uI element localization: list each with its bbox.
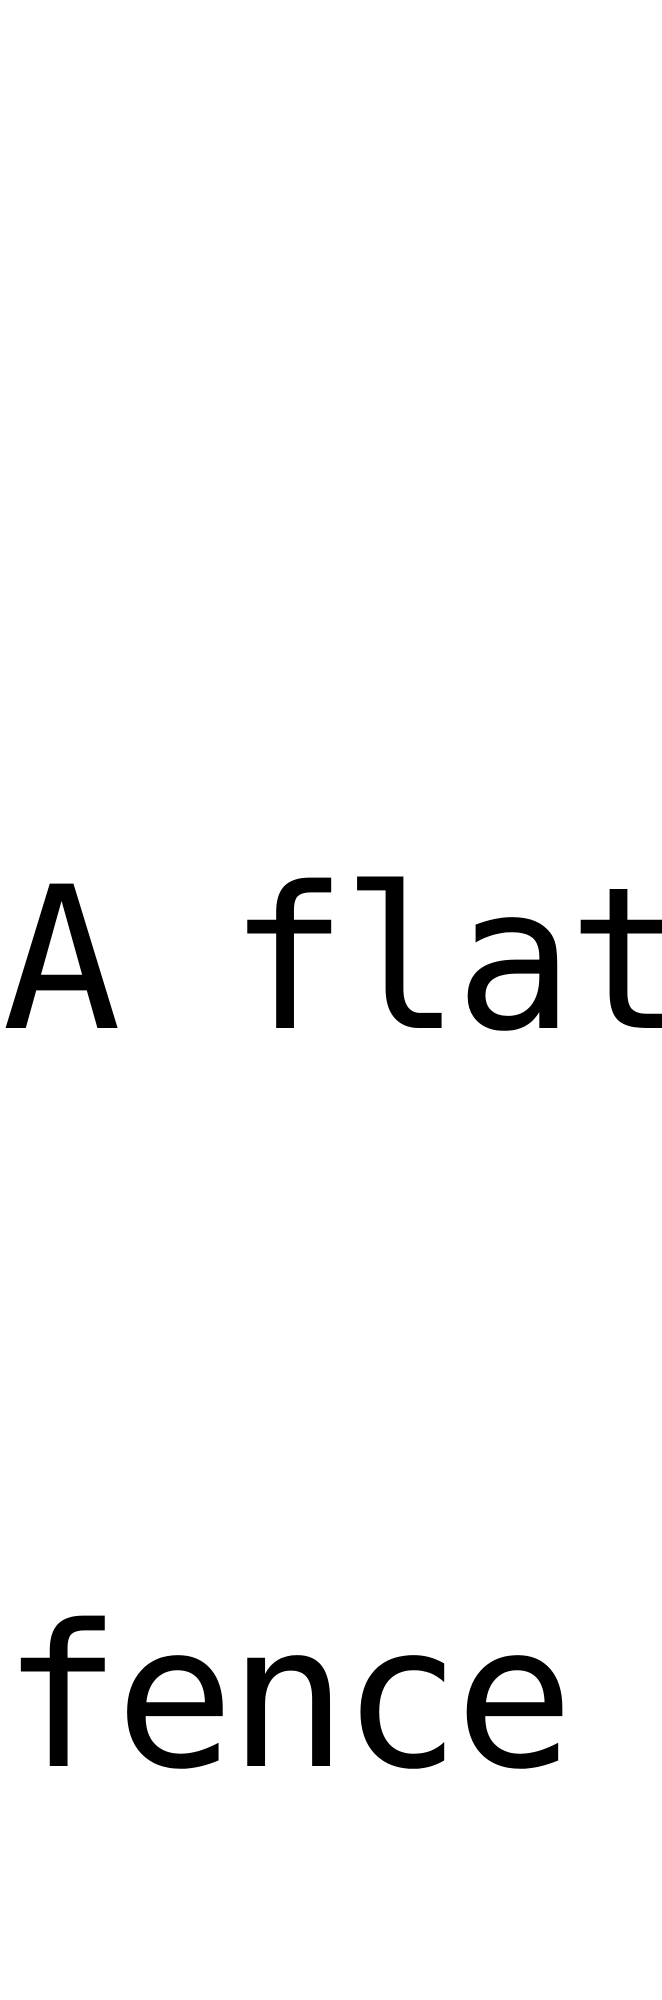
text-line-2: fence — [2, 1582, 574, 1813]
text-block: A flat fence — [2, 345, 662, 2000]
text-line-1: A flat — [2, 844, 662, 1075]
